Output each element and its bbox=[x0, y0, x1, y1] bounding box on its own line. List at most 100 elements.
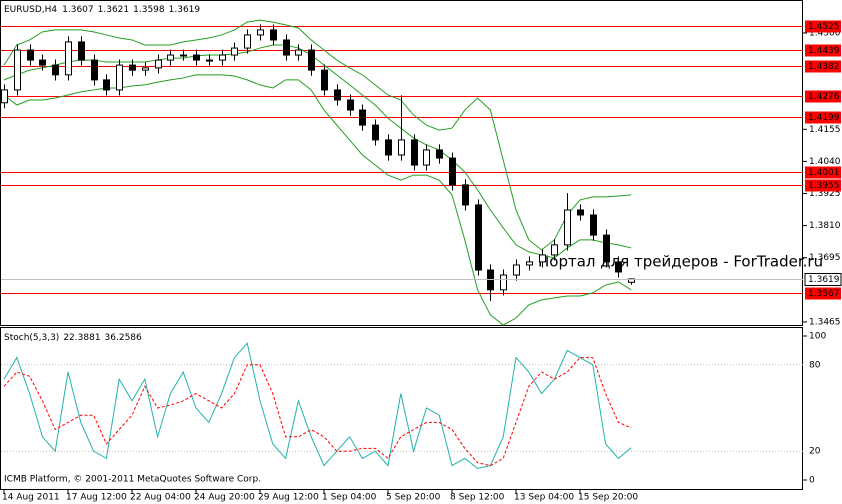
level-label: 1.3955 bbox=[808, 181, 840, 191]
candle-body bbox=[27, 49, 34, 61]
level-label: 1.4199 bbox=[808, 113, 840, 123]
indicator-tick-label: 20 bbox=[809, 447, 821, 457]
last-close: 1.3619 bbox=[169, 5, 201, 15]
candle-body bbox=[142, 67, 149, 71]
current-price-box bbox=[804, 273, 842, 286]
chart-header: EURUSD,H4 1.3607 1.3621 1.3598 1.3619 bbox=[4, 5, 200, 15]
candle-body bbox=[180, 54, 187, 57]
y-tick-label: 1.3925 bbox=[809, 189, 841, 199]
x-tick-label: 5 Sep 20:00 bbox=[386, 493, 441, 503]
candle-body bbox=[462, 184, 469, 206]
candle-body bbox=[103, 79, 110, 91]
candle-body bbox=[513, 264, 520, 276]
y-tick-label: 1.4155 bbox=[809, 125, 841, 135]
candle-body bbox=[308, 49, 315, 71]
level-label: 1.4276 bbox=[808, 92, 840, 102]
candle-body bbox=[436, 149, 443, 159]
symbol: EURUSD,H4 bbox=[4, 5, 57, 15]
candle-body bbox=[167, 54, 174, 61]
candle-body bbox=[193, 54, 200, 61]
candle-body bbox=[551, 244, 558, 256]
level-label: 1.4382 bbox=[808, 62, 840, 72]
level-label-box bbox=[805, 90, 841, 103]
y-tick-label: 1.3465 bbox=[809, 317, 841, 327]
candle-body bbox=[603, 234, 610, 263]
last-open: 1.3607 bbox=[62, 5, 94, 15]
level-label-box bbox=[805, 111, 841, 124]
x-tick-label: 1 Sep 04:00 bbox=[322, 493, 377, 503]
indicator-tick-label: 0 bbox=[809, 476, 815, 486]
level-label-box bbox=[805, 179, 841, 192]
candle-body bbox=[155, 59, 162, 69]
candle-body bbox=[539, 254, 546, 263]
candle-body bbox=[39, 59, 46, 66]
x-tick-label: 29 Aug 12:00 bbox=[258, 493, 319, 503]
x-tick-label: 15 Sep 20:00 bbox=[578, 493, 638, 503]
candle-body bbox=[65, 41, 72, 76]
candle-body bbox=[590, 214, 597, 236]
level-label-box bbox=[805, 60, 841, 73]
candle-body bbox=[270, 29, 277, 41]
level-label: 1.4525 bbox=[808, 22, 840, 32]
indicator-main-last: 22.3881 bbox=[63, 333, 100, 343]
candle-body bbox=[423, 149, 430, 166]
candle-body bbox=[14, 49, 21, 91]
candle-body bbox=[475, 204, 482, 271]
candle-body bbox=[231, 47, 238, 56]
y-tick-label: 1.4500 bbox=[809, 28, 841, 38]
stochastic-line bbox=[3, 342, 632, 470]
indicator-tick-label: 80 bbox=[809, 360, 821, 370]
candle-body bbox=[219, 54, 226, 61]
candle-body bbox=[78, 41, 85, 61]
candle-body bbox=[577, 209, 584, 216]
candle-body bbox=[244, 34, 251, 49]
candle-body bbox=[500, 274, 507, 291]
x-tick-label: 22 Aug 04:00 bbox=[130, 493, 191, 503]
candle-body bbox=[129, 64, 136, 71]
candle-body bbox=[615, 261, 622, 273]
candle-body bbox=[526, 261, 533, 266]
candle-body bbox=[385, 139, 392, 156]
level-label-box bbox=[805, 44, 841, 57]
level-label: 1.4439 bbox=[808, 46, 840, 56]
current-price-label: 1.3619 bbox=[808, 275, 840, 285]
watermark: Портал для трейдеров - ForTrader.ru bbox=[538, 253, 823, 271]
candle-body bbox=[334, 89, 341, 101]
x-tick-label: 24 Aug 20:00 bbox=[194, 493, 255, 503]
candle-body bbox=[359, 109, 366, 126]
y-tick-label: 1.3810 bbox=[809, 221, 841, 231]
candle-body bbox=[321, 69, 328, 91]
x-tick-label: 13 Sep 04:00 bbox=[514, 493, 574, 503]
indicator-tick-label: 100 bbox=[809, 332, 826, 342]
copyright: ICMB Platform, © 2001-2011 MetaQuotes So… bbox=[4, 475, 261, 485]
candle-body bbox=[372, 124, 379, 141]
candle-body bbox=[398, 139, 405, 156]
candle-body bbox=[295, 49, 302, 56]
candle-body bbox=[628, 278, 635, 283]
main-panel bbox=[0, 0, 803, 326]
level-label-box bbox=[805, 20, 841, 33]
last-low: 1.3598 bbox=[133, 5, 165, 15]
indicator-signal-last: 36.2586 bbox=[105, 333, 142, 343]
level-label: 1.3567 bbox=[808, 289, 840, 299]
candle-body bbox=[116, 64, 123, 91]
candle-body bbox=[283, 39, 290, 56]
stochastic-line bbox=[3, 357, 632, 467]
candle-body bbox=[52, 64, 59, 76]
candle-body bbox=[411, 139, 418, 166]
level-label-box bbox=[805, 166, 841, 179]
indicator-panel bbox=[0, 327, 803, 490]
candle-body bbox=[449, 157, 456, 186]
y-tick-label: 1.4040 bbox=[809, 157, 841, 167]
level-label: 1.4001 bbox=[808, 168, 840, 178]
candle-body bbox=[1, 89, 8, 104]
candle-body bbox=[91, 59, 98, 81]
bollinger-middle bbox=[3, 44, 632, 259]
x-tick-label: 17 Aug 12:00 bbox=[66, 493, 127, 503]
bollinger-upper bbox=[3, 19, 632, 251]
candle-body bbox=[347, 99, 354, 111]
level-label-box bbox=[805, 287, 841, 300]
x-tick-label: 14 Aug 2011 bbox=[2, 493, 60, 503]
y-tick-label: 1.3695 bbox=[809, 253, 841, 263]
